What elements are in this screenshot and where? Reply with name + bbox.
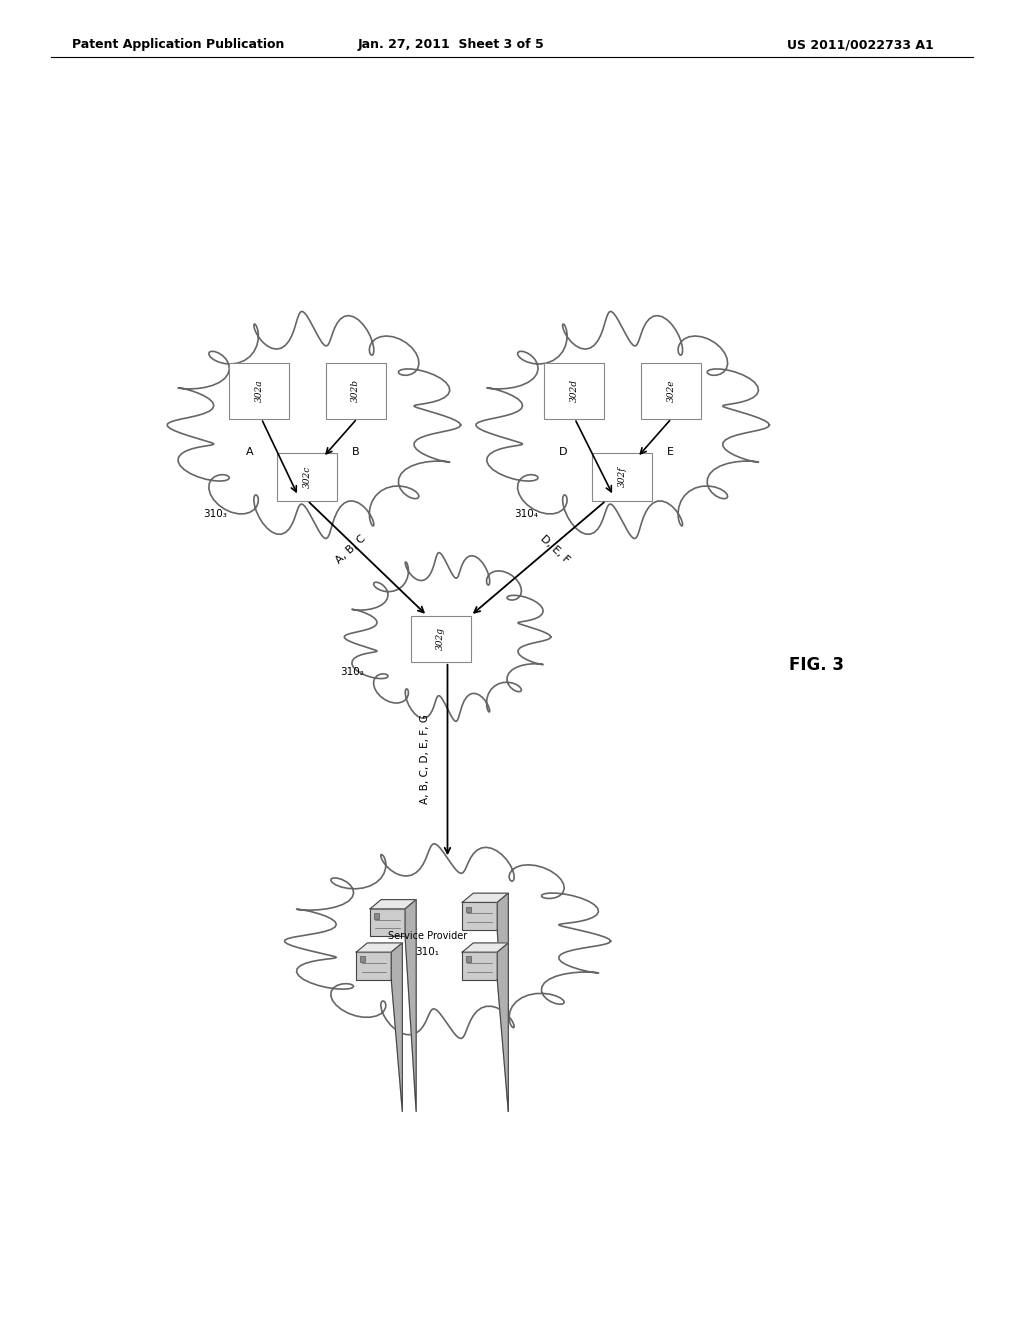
Text: D: D xyxy=(559,446,568,457)
Text: A, B, C: A, B, C xyxy=(334,533,368,566)
Polygon shape xyxy=(167,312,461,539)
FancyBboxPatch shape xyxy=(359,956,365,962)
Text: 302d: 302d xyxy=(569,379,579,403)
Polygon shape xyxy=(285,843,610,1039)
FancyBboxPatch shape xyxy=(326,363,386,418)
Text: 302f: 302f xyxy=(617,466,627,487)
Polygon shape xyxy=(476,312,769,539)
Text: FIG. 3: FIG. 3 xyxy=(788,656,844,673)
FancyBboxPatch shape xyxy=(462,903,498,931)
Text: 310₁: 310₁ xyxy=(415,948,439,957)
Text: Patent Application Publication: Patent Application Publication xyxy=(72,38,284,51)
Text: 302e: 302e xyxy=(667,380,676,403)
Polygon shape xyxy=(356,942,402,952)
FancyBboxPatch shape xyxy=(411,615,470,661)
Text: 302b: 302b xyxy=(351,379,360,403)
Text: Service Provider: Service Provider xyxy=(388,932,467,941)
FancyBboxPatch shape xyxy=(641,363,700,418)
Text: US 2011/0022733 A1: US 2011/0022733 A1 xyxy=(786,38,934,51)
Text: A: A xyxy=(246,446,253,457)
FancyBboxPatch shape xyxy=(466,956,471,962)
Text: 310₃: 310₃ xyxy=(203,510,227,519)
FancyBboxPatch shape xyxy=(592,453,652,500)
Text: 302g: 302g xyxy=(436,627,445,651)
Text: B: B xyxy=(351,446,359,457)
Polygon shape xyxy=(370,900,416,909)
FancyBboxPatch shape xyxy=(466,907,471,912)
Polygon shape xyxy=(406,900,416,1111)
FancyBboxPatch shape xyxy=(229,363,289,418)
Text: 310₄: 310₄ xyxy=(514,510,538,519)
FancyBboxPatch shape xyxy=(356,952,391,979)
Polygon shape xyxy=(498,894,508,1111)
Polygon shape xyxy=(462,894,508,903)
Text: D, E, F: D, E, F xyxy=(538,533,571,565)
FancyBboxPatch shape xyxy=(276,453,337,500)
Text: Jan. 27, 2011  Sheet 3 of 5: Jan. 27, 2011 Sheet 3 of 5 xyxy=(357,38,544,51)
Text: 310₂: 310₂ xyxy=(340,667,364,677)
FancyBboxPatch shape xyxy=(374,913,379,919)
Polygon shape xyxy=(344,553,551,721)
Polygon shape xyxy=(498,942,508,1111)
Text: 302c: 302c xyxy=(302,466,311,487)
Text: A, B, C, D, E, F, G: A, B, C, D, E, F, G xyxy=(421,714,430,804)
Polygon shape xyxy=(462,942,508,952)
FancyBboxPatch shape xyxy=(462,952,498,979)
Text: E: E xyxy=(667,446,674,457)
FancyBboxPatch shape xyxy=(370,909,406,936)
Text: 302a: 302a xyxy=(255,380,263,403)
FancyBboxPatch shape xyxy=(545,363,604,418)
Polygon shape xyxy=(391,942,402,1111)
